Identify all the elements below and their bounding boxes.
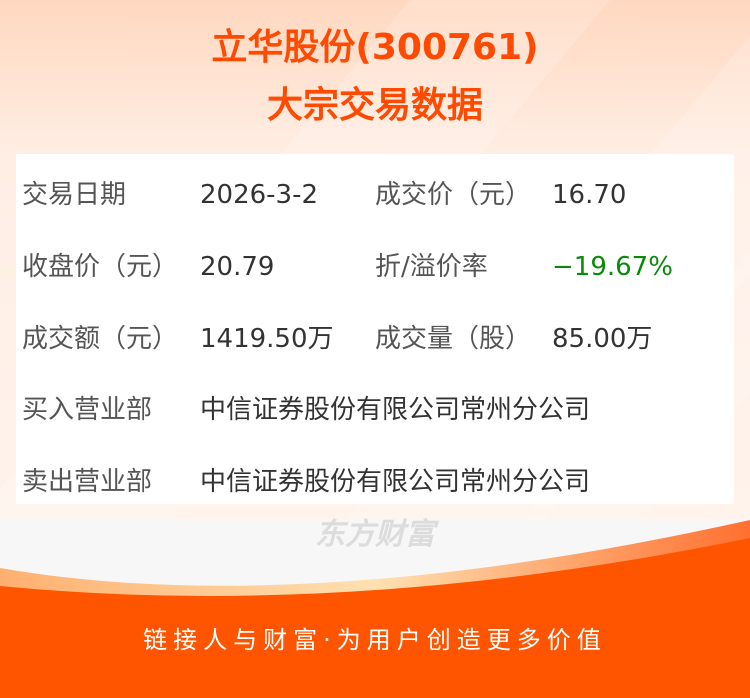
value: 16.70 <box>552 180 627 210</box>
value: 1419.50万 <box>200 324 334 354</box>
premium-rate: −19.67% <box>552 252 673 282</box>
value: 2026-3-2 <box>200 180 319 210</box>
page-subtitle: 大宗交易数据 <box>266 85 483 126</box>
row-trade-date: 交易日期 2026-3-2 成交价（元） 16.70 <box>16 175 734 215</box>
label: 成交额（元） <box>22 324 179 354</box>
value: 中信证券股份有限公司常州分公司 <box>200 467 591 497</box>
label: 成交量（股） <box>375 324 532 354</box>
label: 折/溢价率 <box>375 252 488 282</box>
row-seller: 卖出营业部 中信证券股份有限公司常州分公司 <box>16 462 734 502</box>
data-card: 交易日期 2026-3-2 成交价（元） 16.70 收盘价（元） 20.79 … <box>16 154 734 504</box>
value: 85.00万 <box>552 324 653 354</box>
value: 20.79 <box>200 252 275 282</box>
watermark: 东方财富 <box>315 517 435 552</box>
footer-wave <box>0 520 750 698</box>
footer-slogan: 链接人与财富·为用户创造更多价值 <box>143 626 607 654</box>
row-buyer: 买入营业部 中信证券股份有限公司常州分公司 <box>16 390 734 430</box>
label: 交易日期 <box>22 180 127 210</box>
row-close-price: 收盘价（元） 20.79 折/溢价率 −19.67% <box>16 247 734 287</box>
label: 成交价（元） <box>375 180 532 210</box>
page-title: 立华股份(300761) <box>211 27 539 68</box>
row-amount: 成交额（元） 1419.50万 成交量（股） 85.00万 <box>16 319 734 359</box>
label: 收盘价（元） <box>22 252 179 282</box>
label: 卖出营业部 <box>22 467 153 497</box>
label: 买入营业部 <box>22 395 153 425</box>
value: 中信证券股份有限公司常州分公司 <box>200 395 591 425</box>
